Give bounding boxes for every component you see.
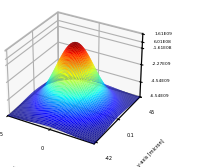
Y-axis label: y-axis [micron]: y-axis [micron] bbox=[137, 139, 166, 167]
X-axis label: x-axis [micron]: x-axis [micron] bbox=[12, 165, 48, 167]
